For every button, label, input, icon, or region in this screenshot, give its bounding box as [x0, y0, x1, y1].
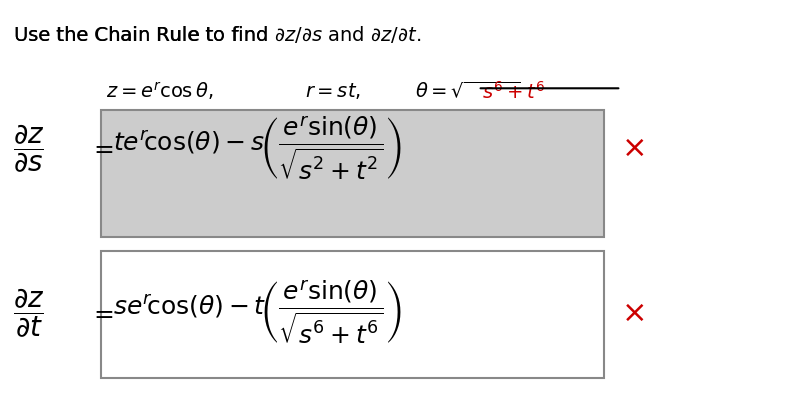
FancyBboxPatch shape	[101, 110, 604, 237]
Text: $\dfrac{\partial z}{\partial t}$: $\dfrac{\partial z}{\partial t}$	[14, 286, 45, 339]
Text: $r = st,$: $r = st,$	[306, 81, 362, 101]
Text: $te^r\!\cos(\theta) - s\!\left(\dfrac{e^r\sin(\theta)}{\sqrt{s^2+t^2}}\right)$: $te^r\!\cos(\theta) - s\!\left(\dfrac{e^…	[113, 114, 402, 182]
FancyBboxPatch shape	[101, 251, 604, 378]
Text: $s^6 + t^6$: $s^6 + t^6$	[482, 81, 545, 103]
Text: Use the Chain Rule to find $\partial z/\partial s$ and $\partial z/\partial t$.: Use the Chain Rule to find $\partial z/\…	[14, 24, 422, 45]
Text: $\theta = \sqrt{\ \ \ \ \ \ \ \ }$: $\theta = \sqrt{\ \ \ \ \ \ \ \ }$	[415, 81, 521, 101]
Text: $\times$: $\times$	[622, 298, 645, 327]
Text: $=$: $=$	[89, 136, 114, 160]
Text: $\times$: $\times$	[622, 134, 645, 162]
Text: $se^r\!\cos(\theta) - t\!\left(\dfrac{e^r\sin(\theta)}{\sqrt{s^6+t^6}}\right)$: $se^r\!\cos(\theta) - t\!\left(\dfrac{e^…	[113, 279, 402, 347]
Text: $=$: $=$	[89, 301, 114, 324]
Text: $\dfrac{\partial z}{\partial s}$: $\dfrac{\partial z}{\partial s}$	[14, 122, 45, 174]
Text: Use the Chain Rule to find: Use the Chain Rule to find	[14, 26, 275, 45]
Text: $z = e^r \cos \theta,$: $z = e^r \cos \theta,$	[106, 81, 214, 103]
